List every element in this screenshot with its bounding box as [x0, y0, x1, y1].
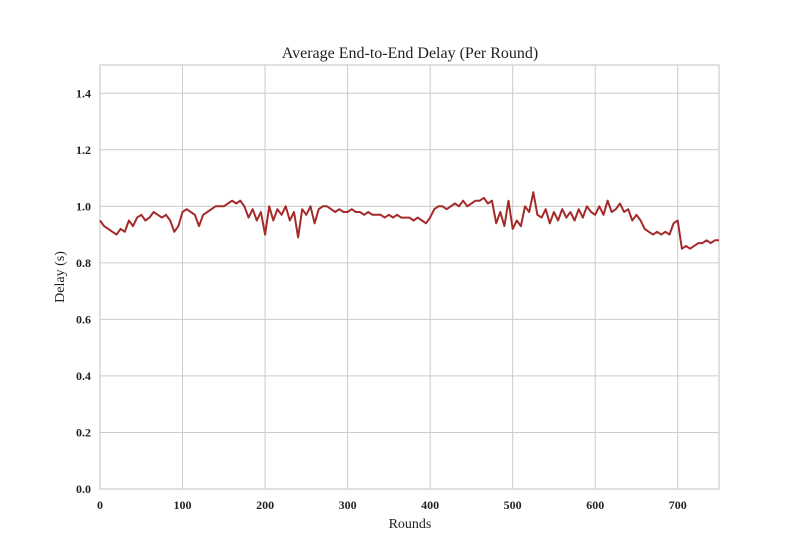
y-tick-label: 0.8: [76, 256, 91, 270]
x-tick-label: 700: [669, 498, 687, 512]
y-tick-label: 1.2: [76, 143, 91, 157]
grid-lines: [99, 65, 719, 490]
y-axis-label: Delay (s): [53, 251, 68, 303]
y-tick-label: 0.6: [76, 312, 91, 326]
x-tick-label: 200: [256, 498, 274, 512]
y-ticks: 0.0 0.2 0.4 0.6 0.8 1.0 1.2 1.4: [76, 86, 91, 496]
x-tick-label: 600: [586, 498, 604, 512]
y-tick-label: 0.4: [76, 369, 91, 383]
y-tick-label: 0.2: [76, 425, 91, 439]
x-tick-label: 400: [421, 498, 439, 512]
x-ticks: 0 100 200 300 400 500 600 700: [97, 498, 687, 512]
x-tick-label: 100: [174, 498, 192, 512]
delay-series-line: [99, 191, 719, 250]
plot-frame: [99, 64, 720, 490]
x-tick-label: 500: [504, 498, 522, 512]
x-axis-label: Rounds: [389, 517, 432, 532]
y-tick-label: 1.0: [76, 199, 91, 213]
chart-title: Average End-to-End Delay (Per Round): [282, 45, 539, 62]
series-layer: [99, 191, 719, 250]
y-tick-label: 1.4: [76, 86, 91, 100]
y-tick-label: 0.0: [76, 482, 91, 496]
x-tick-label: 0: [97, 498, 103, 512]
x-tick-label: 300: [339, 498, 357, 512]
